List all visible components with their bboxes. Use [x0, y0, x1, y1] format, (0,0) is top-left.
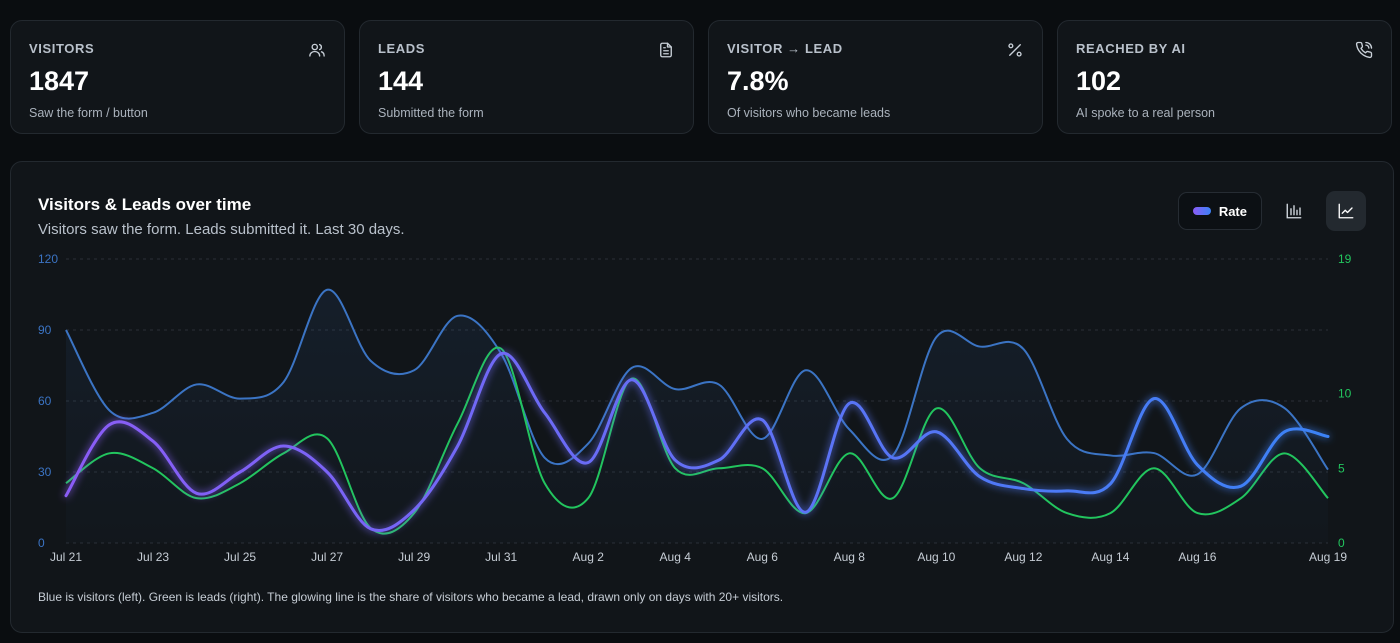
kpi-caption: Submitted the form — [378, 106, 484, 120]
x-axis-tick: Aug 2 — [573, 550, 605, 564]
kpi-row: VISITORS 1847 Saw the form / button LEAD… — [10, 20, 1392, 134]
kpi-label: VISITOR → LEAD — [727, 41, 843, 56]
kpi-label: REACHED BY AI — [1076, 41, 1186, 56]
chart-title: Visitors & Leads over time — [38, 195, 252, 214]
left-axis-tick: 120 — [38, 252, 58, 266]
x-axis-tick: Aug 6 — [747, 550, 779, 564]
x-axis-tick: Aug 19 — [1309, 550, 1347, 564]
kpi-card-reached-by-ai: REACHED BY AI 102 AI spoke to a real per… — [1057, 20, 1392, 134]
x-axis-tick: Aug 4 — [660, 550, 692, 564]
x-axis-tick: Jul 25 — [224, 550, 256, 564]
line-chart: 0 30 60 90 120 0 5 10 19 Jul 21 Jul 23 Jul 25 Jul 27… — [38, 252, 1352, 564]
left-axis-tick: 30 — [38, 465, 52, 479]
users-icon — [309, 43, 325, 57]
kpi-caption: AI spoke to a real person — [1076, 106, 1215, 120]
visitors-area — [66, 289, 1328, 543]
visitors-line — [65, 288, 1329, 477]
percent-icon — [1008, 43, 1022, 57]
right-axis-tick: 0 — [1338, 536, 1345, 550]
phone-icon — [1355, 41, 1373, 59]
x-axis-tick: Jul 27 — [311, 550, 343, 564]
x-axis-tick: Aug 14 — [1091, 550, 1129, 564]
kpi-label: VISITORS — [29, 41, 95, 56]
chart-card: Visitors & Leads over time Visitors saw … — [10, 161, 1394, 633]
line-chart-icon — [1338, 203, 1354, 219]
x-axis-tick: Jul 21 — [50, 550, 82, 564]
left-axis-tick: 0 — [38, 536, 45, 550]
document-icon — [660, 42, 672, 58]
x-axis-tick: Jul 29 — [398, 550, 430, 564]
chart-footnote: Blue is visitors (left). Green is leads … — [38, 590, 784, 604]
rate-swatch — [1192, 207, 1211, 215]
kpi-card-visitors: VISITORS 1847 Saw the form / button — [10, 20, 345, 134]
x-axis-tick: Aug 12 — [1004, 550, 1042, 564]
rate-toggle-label: Rate — [1218, 203, 1247, 219]
chart-toolbar: Rate — [1177, 191, 1366, 231]
bar-chart-button[interactable] — [1274, 191, 1314, 231]
rate-line — [64, 351, 1330, 532]
bar-chart-icon — [1286, 203, 1302, 219]
rate-toggle-button[interactable]: Rate — [1177, 192, 1262, 230]
kpi-value: 7.8% — [727, 66, 789, 96]
kpi-value: 144 — [378, 66, 424, 96]
chart-subtitle: Visitors saw the form. Leads submitted i… — [38, 221, 405, 238]
leads-line — [65, 346, 1329, 535]
x-axis-tick: Aug 8 — [834, 550, 866, 564]
right-axis-tick: 5 — [1338, 461, 1345, 475]
kpi-card-conversion: VISITOR → LEAD 7.8% Of visitors who beca… — [708, 20, 1043, 134]
line-chart-button[interactable] — [1326, 191, 1366, 231]
right-axis-tick: 19 — [1338, 252, 1352, 266]
right-axis-tick: 10 — [1338, 387, 1352, 401]
kpi-label: LEADS — [378, 41, 426, 56]
kpi-value: 1847 — [29, 66, 90, 96]
left-axis-tick: 90 — [38, 323, 52, 337]
left-axis-tick: 60 — [38, 394, 52, 408]
x-axis-tick: Aug 10 — [917, 550, 955, 564]
kpi-caption: Saw the form / button — [29, 106, 148, 120]
x-axis-tick: Jul 23 — [137, 550, 169, 564]
x-axis-tick: Aug 16 — [1178, 550, 1216, 564]
kpi-value: 102 — [1076, 66, 1122, 96]
x-axis-tick: Jul 31 — [485, 550, 517, 564]
kpi-card-leads: LEADS 144 Submitted the form — [359, 20, 694, 134]
kpi-caption: Of visitors who became leads — [727, 106, 891, 120]
